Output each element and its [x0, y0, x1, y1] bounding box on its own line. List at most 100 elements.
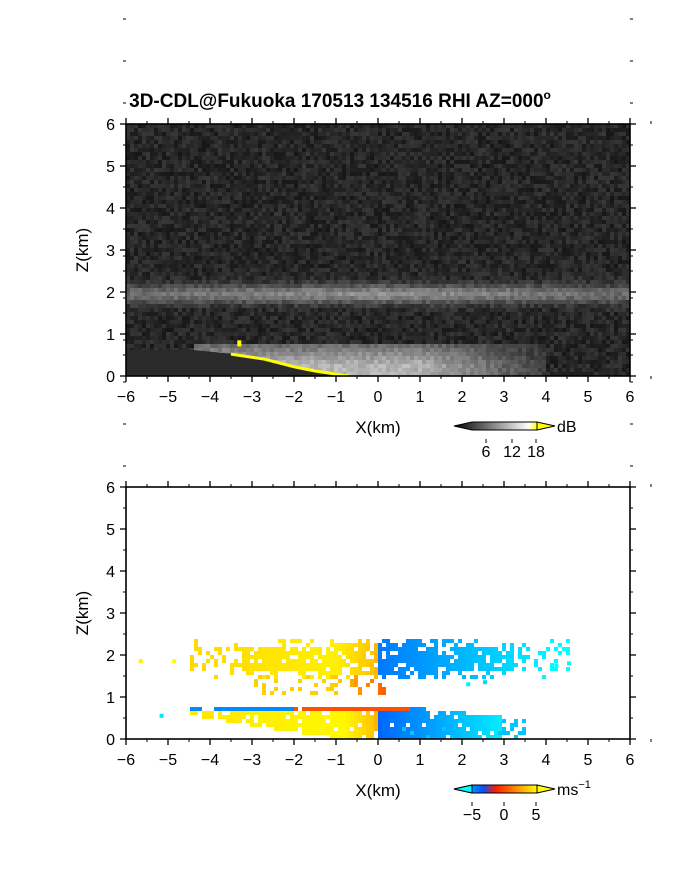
- heatmap-cell: [214, 140, 218, 144]
- heatmap-cell: [458, 124, 462, 128]
- heatmap-cell: [258, 168, 262, 172]
- heatmap-cell: [434, 136, 438, 140]
- heatmap-cell: [558, 200, 562, 204]
- heatmap-cell: [202, 192, 206, 196]
- heatmap-cell: [298, 172, 302, 176]
- heatmap-cell: [438, 176, 442, 180]
- heatmap-cell: [398, 256, 402, 260]
- heatmap-cell: [490, 256, 494, 260]
- heatmap-cell: [606, 208, 610, 212]
- heatmap-cell: [226, 196, 230, 200]
- heatmap-cell: [442, 196, 446, 200]
- heatmap-cell: [562, 232, 566, 236]
- heatmap-cell: [406, 156, 410, 160]
- heatmap-cell: [166, 264, 170, 268]
- heatmap-cell: [358, 200, 362, 204]
- heatmap-cell: [230, 204, 234, 208]
- heatmap-cell: [578, 208, 582, 212]
- heatmap-cell: [506, 168, 510, 172]
- heatmap-cell: [526, 260, 530, 264]
- heatmap-cell: [446, 220, 450, 224]
- heatmap-cell: [246, 168, 250, 172]
- heatmap-cell: [230, 252, 234, 256]
- heatmap-cell: [250, 252, 254, 256]
- heatmap-cell: [590, 204, 594, 208]
- heatmap-cell: [626, 272, 630, 276]
- heatmap-cell: [526, 152, 530, 156]
- heatmap-cell: [458, 244, 462, 248]
- heatmap-cell: [438, 132, 442, 136]
- heatmap-cell: [134, 176, 138, 180]
- heatmap-cell: [130, 200, 134, 204]
- heatmap-cell: [330, 136, 334, 140]
- heatmap-cell: [142, 180, 146, 184]
- heatmap-cell: [278, 184, 282, 188]
- heatmap-cell: [382, 208, 386, 212]
- heatmap-cell: [602, 220, 606, 224]
- heatmap-cell: [346, 180, 350, 184]
- heatmap-cell: [134, 148, 138, 152]
- heatmap-cell: [214, 224, 218, 228]
- heatmap-cell: [294, 268, 298, 272]
- heatmap-cell: [126, 224, 130, 228]
- heatmap-cell: [230, 124, 234, 128]
- heatmap-cell: [434, 220, 438, 224]
- heatmap-cell: [498, 224, 502, 228]
- heatmap-cell: [250, 188, 254, 192]
- heatmap-cell: [474, 216, 478, 220]
- heatmap-cell: [474, 132, 478, 136]
- heatmap-cell: [614, 156, 618, 160]
- heatmap-cell: [450, 208, 454, 212]
- heatmap-cell: [418, 152, 422, 156]
- heatmap-cell: [546, 140, 550, 144]
- heatmap-cell: [474, 188, 478, 192]
- heatmap-cell: [202, 272, 206, 276]
- heatmap-cell: [346, 152, 350, 156]
- heatmap-cell: [442, 228, 446, 232]
- heatmap-cell: [406, 152, 410, 156]
- heatmap-cell: [210, 244, 214, 248]
- heatmap-cell: [302, 240, 306, 244]
- heatmap-cell: [226, 176, 230, 180]
- heatmap-cell: [366, 240, 370, 244]
- heatmap-cell: [566, 212, 570, 216]
- heatmap-cell: [258, 248, 262, 252]
- heatmap-cell: [310, 180, 314, 184]
- heatmap-cell: [514, 232, 518, 236]
- heatmap-cell: [266, 236, 270, 240]
- heatmap-cell: [418, 148, 422, 152]
- heatmap-cell: [142, 240, 146, 244]
- heatmap-cell: [398, 168, 402, 172]
- heatmap-cell: [270, 156, 274, 160]
- heatmap-cell: [394, 280, 398, 284]
- heatmap-cell: [398, 184, 402, 188]
- heatmap-cell: [490, 128, 494, 132]
- heatmap-cell: [502, 180, 506, 184]
- heatmap-cell: [282, 172, 286, 176]
- heatmap-cell: [602, 196, 606, 200]
- heatmap-cell: [170, 216, 174, 220]
- heatmap-cell: [182, 140, 186, 144]
- heatmap-cell: [570, 192, 574, 196]
- heatmap-cell: [574, 172, 578, 176]
- heatmap-cell: [546, 144, 550, 148]
- heatmap-cell: [162, 152, 166, 156]
- heatmap-cell: [210, 248, 214, 252]
- heatmap-cell: [190, 132, 194, 136]
- heatmap-cell: [334, 156, 338, 160]
- heatmap-cell: [282, 280, 286, 284]
- heatmap-cell: [318, 176, 322, 180]
- heatmap-cell: [270, 148, 274, 152]
- heatmap-cell: [234, 200, 238, 204]
- heatmap-cell: [462, 164, 466, 168]
- heatmap-cell: [206, 280, 210, 284]
- heatmap-cell: [502, 188, 506, 192]
- heatmap-cell: [338, 192, 342, 196]
- heatmap-cell: [502, 236, 506, 240]
- heatmap-cell: [390, 188, 394, 192]
- heatmap-cell: [190, 224, 194, 228]
- heatmap-cell: [398, 160, 402, 164]
- heatmap-cell: [290, 240, 294, 244]
- heatmap-cell: [470, 156, 474, 160]
- heatmap-cell: [470, 164, 474, 168]
